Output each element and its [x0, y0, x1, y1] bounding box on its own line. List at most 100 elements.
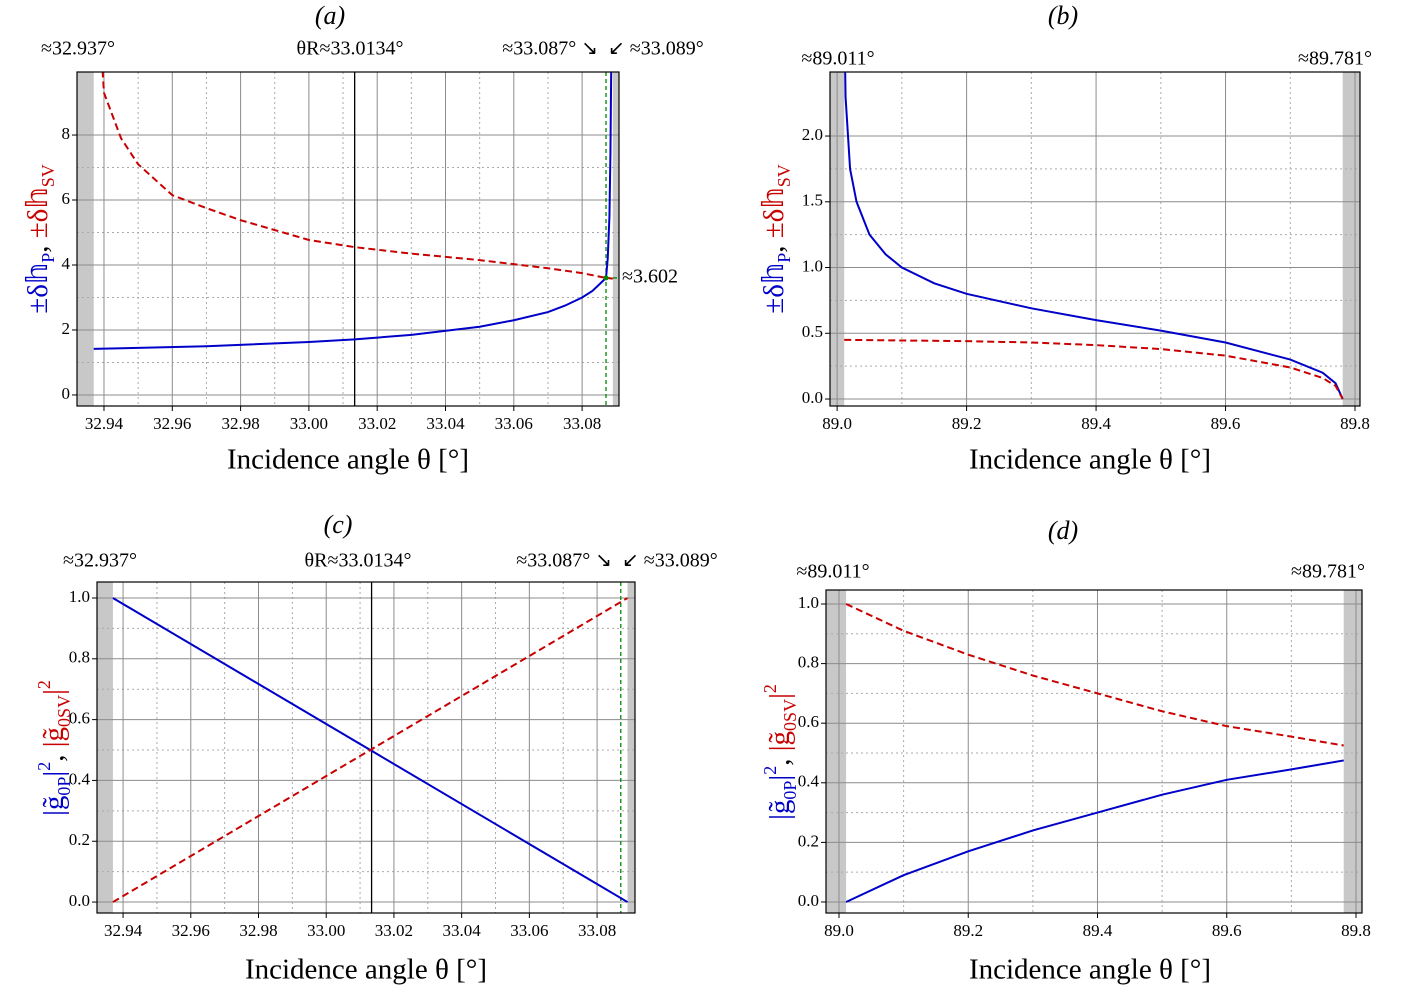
data-line — [844, 72, 1344, 400]
y-tick-label: 0.0 — [798, 891, 819, 910]
y-axis-label-part: | — [764, 693, 796, 699]
panel: 89.0 89.2 89.4 89.6 89.8 0.0 0.2 0.4 0.6 0.8 1.0 (d… — [760, 516, 1371, 986]
panel-title: (d) — [1048, 516, 1078, 545]
shaded-band — [1343, 590, 1362, 913]
y-axis-label: ±δ𝕙P, ±δ𝕙SV — [758, 164, 794, 313]
y-axis-label-part: P — [38, 253, 58, 263]
x-tick-label: 89.6 — [1212, 921, 1242, 940]
x-tick-label: 33.02 — [375, 921, 413, 940]
x-axis-label: Incidence angle θ [°] — [227, 444, 469, 476]
x-axis-label: Incidence angle θ [°] — [969, 954, 1211, 986]
y-tick-label: 1.5 — [802, 191, 823, 210]
data-line — [112, 597, 629, 903]
x-tick-label: 33.00 — [307, 921, 345, 940]
data-line — [844, 338, 1344, 400]
y-tick-label: 1.0 — [802, 256, 823, 275]
x-tick-label: 33.00 — [290, 414, 328, 433]
y-tick-label: 0 — [62, 384, 71, 403]
x-tick-label: 33.06 — [495, 414, 533, 433]
x-axis-label: Incidence angle θ [°] — [245, 954, 487, 986]
x-tick-label: 32.98 — [239, 921, 277, 940]
x-tick-label: 32.96 — [153, 414, 191, 433]
y-tick-label: 0.5 — [802, 322, 823, 341]
y-tick-label: 4 — [62, 254, 71, 273]
x-tick-label: 33.08 — [578, 921, 616, 940]
annotation: ≈89.011° — [796, 561, 869, 583]
y-axis-label-part: , — [764, 751, 796, 766]
y-axis-label-part: 0P — [54, 777, 74, 796]
y-tick-label: 8 — [62, 124, 71, 143]
shaded-band — [612, 72, 619, 406]
annotation: θR≈33.0134° — [305, 550, 412, 572]
y-axis-label: |g̃0P|2, |g̃0SV|2 — [760, 684, 800, 820]
x-axis-label: Incidence angle θ [°] — [969, 444, 1211, 476]
data-line — [93, 72, 613, 350]
x-tick-label: 33.08 — [563, 414, 601, 433]
plot-frame — [76, 71, 620, 407]
y-axis-label-part: |g̃ — [38, 727, 70, 747]
shaded-band — [1342, 72, 1360, 406]
x-tick-label: 33.04 — [426, 414, 465, 433]
y-axis-label-part: 0SV — [780, 699, 800, 731]
y-tick-label: 6 — [62, 189, 71, 208]
plot-frame — [825, 589, 1363, 914]
annotation: ≈32.937° — [41, 38, 115, 60]
data-line — [845, 759, 1344, 903]
y-axis-label: |g̃0P|2, |g̃0SV|2 — [34, 680, 74, 816]
y-tick-label: 0.0 — [802, 388, 823, 407]
panel: 32.94 32.96 32.98 33.00 33.02 33.04 33.06 33.08… — [22, 1, 704, 476]
shaded-band — [627, 582, 635, 913]
y-tick-label: 0.6 — [798, 712, 819, 731]
y-tick-label: 0.0 — [69, 891, 90, 910]
y-axis-label-part: |g̃ — [764, 731, 796, 751]
y-axis-label-part: |g̃ — [764, 800, 796, 820]
y-tick-label: 2 — [62, 319, 71, 338]
y-tick-label: 0.8 — [798, 653, 819, 672]
y-axis-label-part: 2 — [760, 684, 780, 693]
y-tick-label: 1.0 — [69, 587, 90, 606]
plot-frame — [96, 581, 636, 914]
x-tick-label: 32.94 — [104, 921, 143, 940]
y-tick-label: 2.0 — [802, 125, 823, 144]
annotation: ↙ ≈33.089° — [608, 38, 704, 60]
x-tick-label: 89.8 — [1340, 414, 1370, 433]
annotation: ≈32.937° — [63, 550, 137, 572]
y-axis-label-part: |g̃ — [38, 796, 70, 816]
y-tick-label: 0.8 — [69, 648, 90, 667]
y-axis-label-part: | — [38, 771, 70, 777]
y-axis-label-part: , — [38, 747, 70, 762]
panel-title: (c) — [324, 510, 353, 539]
plot-frame — [829, 71, 1361, 407]
x-tick-label: 89.6 — [1211, 414, 1241, 433]
panel-title: (a) — [315, 1, 345, 30]
panel: 32.94 32.96 32.98 33.00 33.02 33.04 33.06 33.08… — [34, 510, 718, 986]
x-tick-label: 32.98 — [221, 414, 259, 433]
y-axis-label-part: 0SV — [54, 695, 74, 727]
intersection-dot — [603, 275, 609, 281]
annotation: ≈89.781° — [1291, 561, 1365, 583]
y-axis-label-part: | — [38, 689, 70, 695]
y-axis-label-part: ±δ𝕙 — [758, 187, 790, 238]
y-axis-label-part: SV — [38, 164, 58, 187]
shaded-band — [77, 72, 94, 406]
annotation: ≈89.011° — [801, 48, 874, 70]
y-axis-label-part: | — [764, 775, 796, 781]
x-tick-label: 33.06 — [510, 921, 548, 940]
annotation: ≈33.087° ↘ — [502, 38, 598, 60]
annotation: ≈33.087° ↘ — [516, 550, 612, 572]
x-tick-label: 89.4 — [1081, 414, 1111, 433]
y-axis-label-part: 2 — [34, 762, 54, 771]
panel: 89.0 89.2 89.4 89.6 89.8 0.0 0.5 1.0 1.5 2.0 (b) In… — [758, 1, 1372, 476]
x-tick-label: 32.94 — [85, 414, 124, 433]
x-tick-label: 33.02 — [358, 414, 396, 433]
x-tick-label: 89.8 — [1341, 921, 1371, 940]
y-axis-label-part: , — [758, 238, 790, 253]
y-axis-label-part: , — [22, 238, 54, 253]
y-axis-label: ±δ𝕙P, ±δ𝕙SV — [22, 164, 58, 313]
data-line — [101, 72, 613, 280]
x-tick-label: 89.4 — [1083, 921, 1113, 940]
y-tick-label: 0.2 — [69, 830, 90, 849]
y-tick-label: 1.0 — [798, 593, 819, 612]
y-axis-label-part: 0P — [780, 781, 800, 800]
